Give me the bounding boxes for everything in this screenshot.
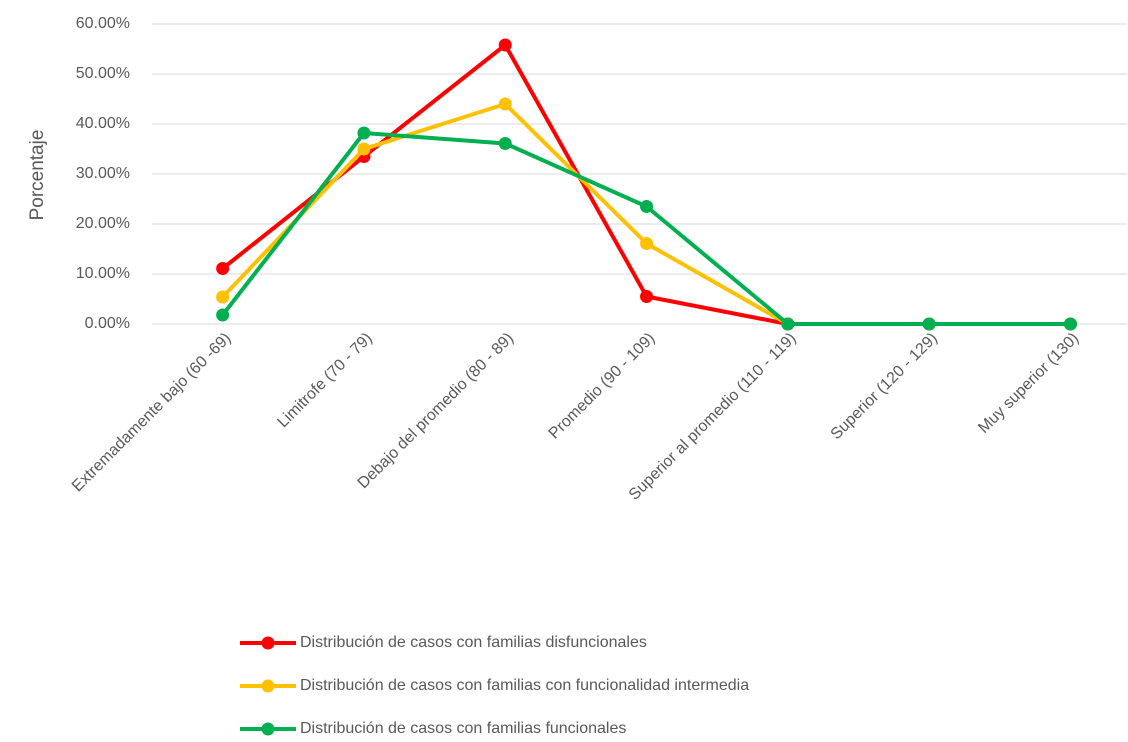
x-tick-label: Superior (120 - 129)	[828, 330, 941, 443]
y-tick-label: 0.00%	[85, 315, 130, 332]
y-tick-label: 50.00%	[76, 65, 130, 82]
data-point	[498, 38, 512, 52]
legend-label: Distribución de casos con familias disfu…	[300, 634, 647, 651]
x-tick-label: Muy superior (130)	[975, 330, 1082, 437]
y-tick-label: 10.00%	[76, 265, 130, 282]
legend-marker	[261, 679, 275, 693]
y-tick-label: 20.00%	[76, 215, 130, 232]
x-tick-label: Extremadamente bajo (60 -69)	[69, 330, 234, 495]
x-tick-label: Debajo del promedio (80 - 89)	[355, 330, 517, 492]
x-tick-label: Promedio (90 - 109)	[546, 330, 659, 443]
data-point	[357, 142, 371, 156]
x-tick-label: Limitrofe (70 - 79)	[274, 330, 375, 431]
series-line	[221, 43, 1071, 326]
data-point	[640, 237, 654, 250]
data-point	[1063, 317, 1077, 331]
y-axis-label: Porcentaje	[27, 130, 48, 221]
data-point	[216, 308, 230, 322]
legend-label: Distribución de casos con familias con f…	[300, 677, 749, 694]
data-point	[781, 317, 795, 331]
x-tick-label: Superior al promedio (110 - 119)	[626, 330, 800, 504]
y-tick-label: 60.00%	[76, 15, 130, 32]
legend-marker	[261, 722, 275, 736]
data-point	[498, 137, 512, 150]
data-point	[498, 97, 512, 111]
data-point	[922, 317, 936, 331]
data-point	[640, 200, 654, 213]
data-point	[357, 126, 371, 140]
y-tick-label: 40.00%	[76, 115, 130, 132]
legend-marker	[261, 636, 275, 650]
y-tick-label: 30.00%	[76, 165, 130, 182]
data-point	[216, 290, 230, 304]
data-point	[216, 262, 230, 275]
legend-label: Distribución de casos con familias funci…	[300, 720, 626, 737]
data-point	[640, 290, 654, 303]
